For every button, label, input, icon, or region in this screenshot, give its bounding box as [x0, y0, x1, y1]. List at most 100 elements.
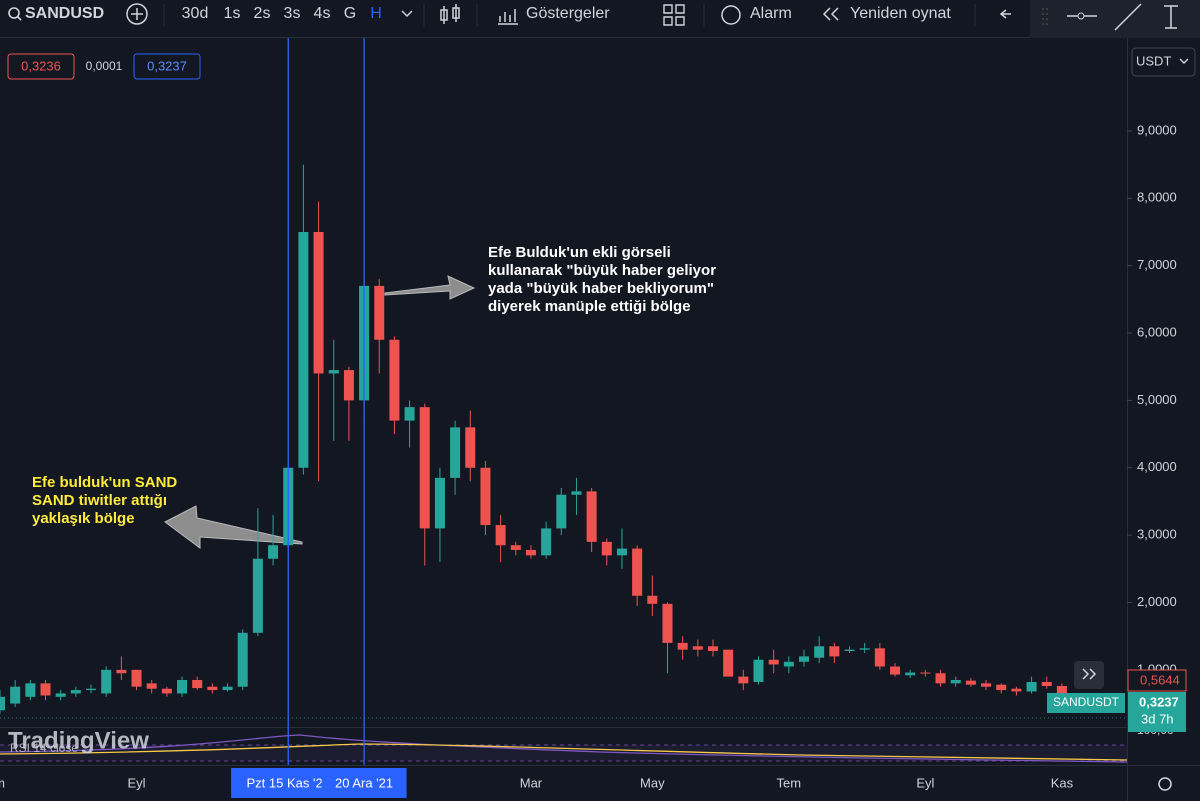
candle-body	[0, 696, 5, 711]
candle-body	[222, 686, 233, 691]
x-tick-label: Tem	[777, 775, 802, 790]
layout-icon[interactable]	[663, 4, 685, 26]
alarm-icon[interactable]	[721, 5, 741, 25]
countdown: 3d 7h	[1141, 711, 1174, 726]
candle-body	[601, 541, 612, 556]
interval-button[interactable]: 3s	[284, 5, 301, 22]
candle-body	[374, 285, 385, 340]
candle-body	[55, 693, 66, 697]
candle-body	[419, 407, 430, 529]
candle-body	[207, 686, 218, 691]
candle-body	[10, 686, 21, 704]
candle-body	[131, 669, 142, 687]
annotation-text: yaklaşık bölge	[32, 510, 135, 527]
rsi-background	[0, 745, 1127, 761]
compare-button[interactable]	[126, 3, 148, 25]
interval-button[interactable]: H	[370, 5, 382, 22]
arrow	[384, 275, 476, 300]
annotation-text: yada "büyük haber bekliyorum"	[488, 280, 714, 297]
interval-button[interactable]: 4s	[314, 5, 331, 22]
candle-body	[859, 648, 870, 650]
vline-tool[interactable]	[1164, 5, 1178, 29]
candle-body	[783, 661, 794, 667]
candle-body	[874, 648, 885, 667]
candle-body	[40, 683, 51, 696]
indicators-button[interactable]: Göstergeler	[526, 5, 610, 22]
annotation-text: Efe bulduk'un SAND	[32, 474, 177, 491]
y-tick-label: 6,0000	[1137, 324, 1177, 339]
candle-body	[510, 545, 521, 550]
watermark: TradingView	[8, 727, 149, 754]
candle-body	[753, 659, 764, 682]
replay-icon[interactable]	[822, 7, 839, 21]
candle-body	[950, 679, 961, 684]
candle-body	[829, 646, 840, 657]
y-tick-label: 9,0000	[1137, 122, 1177, 137]
candle-body	[586, 491, 597, 542]
interval-button[interactable]: 30d	[182, 5, 209, 22]
y-tick-label: 3,0000	[1137, 527, 1177, 542]
indicators-icon[interactable]	[498, 9, 518, 25]
candle-body	[343, 370, 354, 401]
highlighted-x-label: 20 Ara '21	[335, 775, 393, 790]
candle-body	[328, 370, 339, 374]
candle-body	[768, 659, 779, 665]
rsi-label: RSI 14 close	[10, 741, 78, 755]
interval-button[interactable]: 2s	[254, 5, 271, 22]
candle-body	[616, 548, 627, 556]
candle-body	[662, 603, 673, 643]
candle-body	[556, 494, 567, 529]
undo-icon[interactable]	[999, 9, 1011, 19]
compare-icon	[131, 8, 143, 20]
candle-body	[571, 491, 582, 495]
y-tick-label: 7,0000	[1137, 257, 1177, 272]
candle-body	[1041, 681, 1052, 687]
scroll-button[interactable]	[1074, 661, 1104, 689]
annotation-text: kullanarak "büyük haber geliyor	[488, 262, 716, 279]
dropdown-icon[interactable]	[401, 10, 413, 18]
candle-body	[25, 683, 36, 697]
interval-button[interactable]: G	[344, 5, 356, 22]
rsi-ma-line	[0, 743, 1128, 761]
x-tick-label: Mar	[520, 775, 543, 790]
candle-body	[1056, 686, 1067, 697]
candle-body	[1011, 688, 1022, 692]
replay-button[interactable]: Yeniden oynat	[850, 5, 951, 22]
candle-body	[799, 656, 810, 662]
chart-type-icon[interactable]	[440, 4, 460, 24]
candle-body	[632, 548, 643, 596]
candle-body	[707, 646, 718, 652]
candle-body	[677, 642, 688, 650]
trendline-tool[interactable]	[1114, 3, 1142, 31]
x-tick-label: May	[640, 775, 665, 790]
ask-price: 0,3237	[147, 58, 187, 73]
x-tick-label: m	[0, 775, 5, 790]
candle-body	[981, 683, 992, 687]
alarm-button[interactable]: Alarm	[750, 5, 792, 22]
candle-body	[450, 427, 461, 478]
candle-body	[738, 676, 749, 684]
candle-body	[389, 339, 400, 421]
last-price: 0,3237	[1139, 694, 1179, 709]
symbol[interactable]: SANDUSD	[25, 5, 104, 22]
candle-body	[70, 690, 81, 694]
high-marker: 0,5644	[1140, 672, 1180, 687]
candle-body	[404, 407, 415, 421]
candle-body	[495, 525, 506, 546]
x-tick-label: Kas	[1051, 775, 1074, 790]
x-label-highlight	[321, 768, 407, 798]
candle-body	[935, 673, 946, 684]
ask-box	[133, 53, 201, 80]
currency-button[interactable]	[1131, 47, 1196, 77]
candle-body	[116, 669, 127, 674]
currency[interactable]: USDT	[1136, 53, 1171, 68]
candle-body	[192, 679, 203, 689]
settings-icon[interactable]	[1158, 777, 1172, 791]
candle-body	[692, 646, 703, 650]
candle-body	[647, 595, 658, 604]
search-icon[interactable]	[8, 7, 20, 19]
interval-button[interactable]: 1s	[224, 5, 241, 22]
